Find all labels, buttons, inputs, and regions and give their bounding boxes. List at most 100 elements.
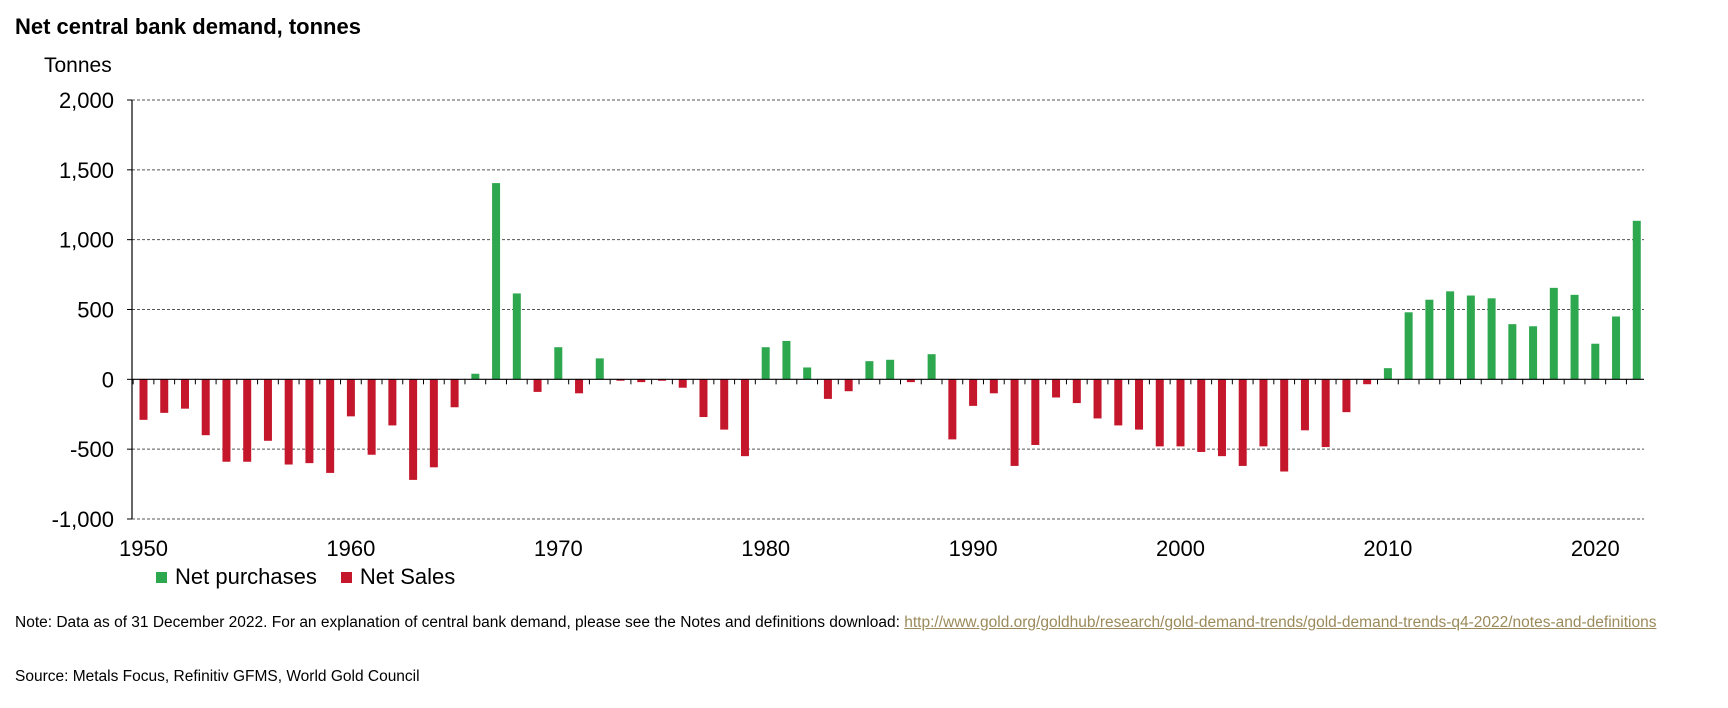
legend-item-purchases: Net purchases: [156, 564, 317, 590]
bar-1994: [1052, 379, 1061, 398]
notes-definitions-link[interactable]: http://www.gold.org/goldhub/research/gol…: [904, 614, 1657, 631]
y-tick-label: 0: [102, 367, 114, 392]
bar-1989: [948, 379, 957, 440]
legend-label-purchases: Net purchases: [175, 564, 317, 589]
x-tick-label: 1990: [949, 536, 998, 560]
bar-2018: [1549, 287, 1558, 380]
bar-2002: [1217, 379, 1226, 457]
bar-2016: [1508, 324, 1517, 380]
y-tick-label: 1,000: [59, 228, 114, 253]
footnote: Note: Data as of 31 December 2022. For a…: [15, 614, 1725, 631]
legend-label-sales: Net Sales: [359, 564, 456, 589]
x-tick-label: 2000: [1156, 536, 1205, 560]
bar-1962: [388, 379, 397, 426]
bar-1963: [409, 379, 418, 480]
bar-1959: [326, 379, 335, 473]
bar-1998: [1135, 379, 1144, 430]
bar-1985: [865, 361, 874, 380]
bar-1993: [1031, 379, 1040, 445]
bar-1961: [367, 379, 376, 455]
bar-1974: [637, 379, 646, 383]
bar-2005: [1280, 379, 1289, 472]
bar-1960: [346, 379, 355, 417]
bar-1969: [533, 379, 542, 392]
bar-2011: [1404, 312, 1413, 380]
bar-1970: [554, 347, 563, 380]
bar-1984: [844, 379, 853, 392]
bar-1982: [803, 367, 812, 380]
legend-item-sales: Net Sales: [340, 564, 456, 590]
bar-1953: [201, 379, 210, 436]
bar-1966: [471, 373, 480, 380]
bar-1956: [263, 379, 272, 441]
y-tick-label: 500: [77, 298, 114, 323]
bar-2007: [1321, 379, 1330, 448]
bar-1955: [243, 379, 252, 462]
bar-2021: [1612, 316, 1621, 380]
footnote-text: Note: Data as of 31 December 2022. For a…: [15, 614, 905, 631]
y-tick-label: 2,000: [59, 88, 114, 113]
bar-1986: [886, 359, 895, 380]
bar-2008: [1342, 379, 1351, 413]
bar-2006: [1300, 379, 1309, 431]
chart-title: Net central bank demand, tonnes: [15, 14, 361, 39]
bar-1972: [595, 358, 604, 380]
bar-1991: [989, 379, 998, 394]
bar-1997: [1114, 379, 1123, 426]
bar-2014: [1466, 295, 1475, 380]
legend: Net purchases Net Sales: [156, 564, 479, 590]
bar-1978: [720, 379, 729, 430]
bar-1971: [575, 379, 584, 394]
bar-1988: [927, 354, 936, 380]
bar-1950: [139, 379, 148, 420]
bar-1976: [678, 379, 687, 388]
legend-swatch-sales: [340, 571, 352, 583]
y-axis-label: Tonnes: [44, 54, 112, 77]
bar-1951: [160, 379, 169, 413]
bar-1996: [1093, 379, 1102, 419]
bar-2020: [1591, 343, 1600, 380]
bar-2017: [1529, 326, 1538, 380]
bar-chart: -1,000 -500 0 500 1,000 1,500 2,000 1950 1960 197…: [52, 88, 1644, 560]
bar-1975: [658, 379, 666, 381]
legend-swatch-purchases: [156, 571, 167, 583]
x-tick-label: 1980: [741, 536, 790, 560]
bar-1957: [284, 379, 293, 465]
bar-1992: [1010, 379, 1019, 466]
x-tick-label: 2010: [1363, 536, 1412, 560]
source-text: Source: Metals Focus, Refinitiv GFMS, Wo…: [15, 668, 420, 685]
bar-1990: [969, 379, 978, 406]
x-tick-label: 2020: [1571, 536, 1620, 560]
bar-1952: [180, 379, 189, 409]
bar-1995: [1072, 379, 1081, 404]
y-tick-label: -1,000: [52, 507, 114, 532]
y-tick-label: -500: [70, 437, 114, 462]
bar-2009: [1363, 379, 1372, 385]
bar-1965: [450, 379, 459, 408]
bar-2000: [1176, 379, 1185, 447]
bar-1973: [616, 379, 625, 381]
y-tick-label: 1,500: [59, 158, 114, 183]
bar-2004: [1259, 379, 1268, 447]
bar-1987: [906, 379, 915, 383]
x-tick-label: 1970: [534, 536, 583, 560]
bar-1964: [429, 379, 438, 468]
bar-2010: [1383, 368, 1392, 380]
bar-2003: [1238, 379, 1247, 466]
x-tick-label: 1950: [119, 536, 168, 560]
bar-1983: [823, 379, 832, 399]
bar-1981: [782, 340, 791, 380]
bar-1977: [699, 379, 708, 418]
x-tick-label: 1960: [326, 536, 375, 560]
bar-1968: [512, 293, 521, 380]
bar-2022: [1632, 220, 1641, 380]
bar-2013: [1446, 291, 1455, 380]
bar-1967: [492, 183, 501, 380]
bar-1954: [222, 379, 231, 462]
bar-2015: [1487, 298, 1496, 380]
bar-1999: [1155, 379, 1164, 447]
bar-1980: [761, 347, 770, 380]
bar-2019: [1570, 294, 1579, 380]
bar-1958: [305, 379, 314, 464]
bar-2012: [1425, 299, 1434, 380]
